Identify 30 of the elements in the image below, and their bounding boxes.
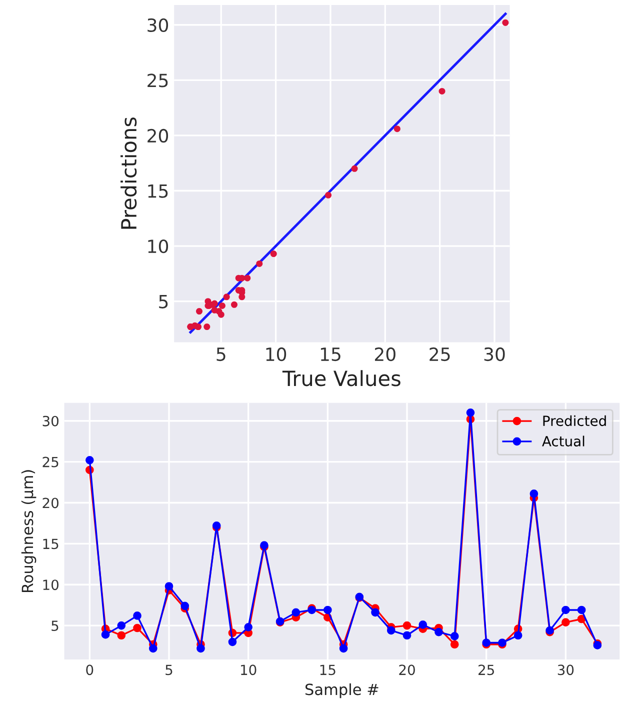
x-tick-label: 10	[266, 347, 286, 362]
y-tick-label: 5	[159, 295, 168, 308]
y-tick-label: 5	[52, 620, 58, 632]
x-tick-label: 25	[478, 664, 494, 676]
y-tick-label: 25	[42, 456, 58, 468]
y-axis-title: Roughness (μm)	[21, 470, 36, 592]
x-tick-label: 15	[320, 664, 336, 676]
x-axis-title: True Values	[282, 370, 400, 386]
x-tick-label: 15	[320, 348, 340, 362]
legend-label: Actual	[542, 436, 584, 446]
y-tick-label: 20	[42, 498, 58, 508]
y-tick-label: 15	[148, 184, 168, 198]
x-tick-label: 20	[374, 347, 396, 362]
x-axis-title: Sample #	[305, 683, 378, 698]
y-tick-label: 15	[43, 538, 58, 550]
y-tick-label: 30	[42, 416, 58, 426]
legend-label: Predicted	[543, 415, 606, 426]
y-axis-title: Predictions	[120, 117, 137, 229]
y-tick-label: 30	[148, 18, 168, 32]
y-tick-label: 25	[148, 74, 168, 88]
y-tick-label: 20	[148, 128, 168, 143]
x-tick-label: 10	[241, 664, 256, 676]
y-tick-label: 10	[148, 240, 168, 254]
x-tick-label: 30	[484, 347, 505, 362]
x-tick-label: 25	[430, 347, 450, 362]
x-tick-label: 20	[399, 664, 415, 676]
x-tick-label: 0	[86, 664, 94, 676]
x-tick-label: 5	[216, 348, 226, 362]
y-tick-label: 10	[43, 580, 58, 590]
x-tick-label: 30	[558, 664, 574, 676]
